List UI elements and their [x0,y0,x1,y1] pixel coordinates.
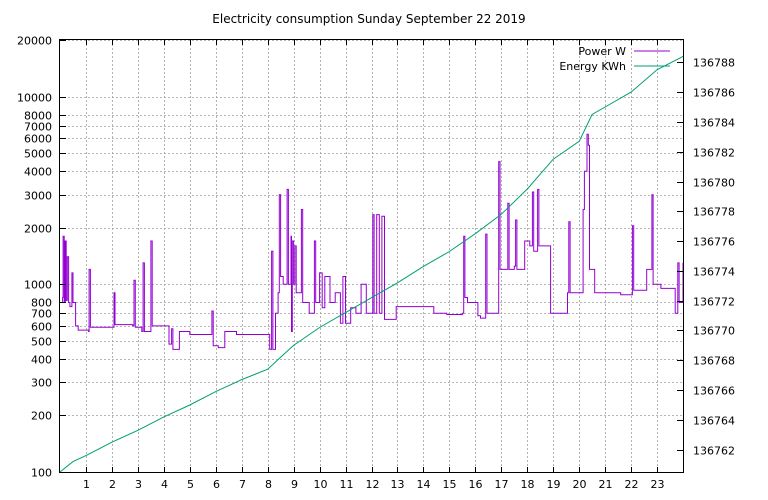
y-left-tick-label: 3000 [24,190,52,203]
y-left-tick-label: 300 [31,377,52,390]
x-tick-label: 10 [314,478,328,491]
x-tick-label: 17 [495,478,509,491]
y-right-tick-label: 136774 [693,266,735,279]
x-tick-label: 19 [547,478,561,491]
x-tick-label: 15 [443,478,457,491]
y-left-tick-label: 10000 [17,92,52,105]
legend-label: Power W [578,45,626,58]
legend-label: Energy KWh [559,60,626,73]
y-left-tick-label: 7000 [24,121,52,134]
y-left-tick-label: 2000 [24,223,52,236]
x-tick-label: 22 [625,478,639,491]
y-left-tick-label: 800 [31,297,52,310]
x-tick-label: 8 [265,478,272,491]
y-right-tick-label: 136770 [693,325,735,338]
x-tick-label: 2 [109,478,116,491]
y-right-tick-label: 136782 [693,147,735,160]
y-left-tick-label: 6000 [24,133,52,146]
power-w-series-line [60,133,684,350]
x-tick-label: 9 [291,478,298,491]
legend: Power W Energy KWh [559,45,670,73]
y-right-tick-label: 136766 [693,385,735,398]
plot-frame [59,39,684,473]
x-tick-label: 6 [213,478,220,491]
x-tick-label: 1 [83,478,90,491]
x-tick-label: 16 [469,478,483,491]
y-right-tick-label: 136764 [693,415,735,428]
y-right-tick-label: 136776 [693,236,735,249]
y-left-tick-label: 700 [31,308,52,321]
y-right-tick-label: 136784 [693,117,735,130]
y-left-tick-label: 500 [31,336,52,349]
x-tick-label: 20 [573,478,587,491]
series-layer [59,55,684,473]
y-right-tick-label: 136780 [693,177,735,190]
x-tick-label: 21 [599,478,613,491]
x-tick-label: 11 [340,478,354,491]
y-left-tick-label: 200 [31,410,52,423]
x-tick-label: 3 [135,478,142,491]
y-right-tick-label: 136778 [693,206,735,219]
x-tick-label: 4 [161,478,168,491]
x-tick-label: 14 [417,478,431,491]
x-tick-label: 12 [366,478,380,491]
grid [60,40,683,473]
y-right-tick-label: 136762 [693,445,735,458]
y-right-tick-label: 136788 [693,57,735,70]
y-left-tick-label: 8000 [24,110,52,123]
x-tick-label: 13 [391,478,405,491]
x-tick-label: 5 [187,478,194,491]
y-right-tick-label: 136786 [693,87,735,100]
x-tick-label: 18 [521,478,535,491]
y-left-tick-label: 1000 [24,279,52,292]
y-left-tick-label: 20000 [17,35,52,48]
y-left-tick-label: 600 [31,321,52,334]
x-tick-label: 23 [651,478,665,491]
y-left-tick-label: 400 [31,354,52,367]
y-left-tick-label: 5000 [24,148,52,161]
y-right-tick-label: 136772 [693,296,735,309]
y-left-tick-label: 100 [31,467,52,480]
y-right-tick-label: 136768 [693,355,735,368]
energy-kwh-series-line [59,55,684,473]
y-left-tick-label: 4000 [24,166,52,179]
x-tick-label: 7 [239,478,246,491]
chart-title: Electricity consumption Sunday September… [212,12,525,26]
ticks: 1 2 3 4 5 6 7 8 9 10 11 12 13 14 15 16 17 18 19 20 21 22 23100… [17,35,735,492]
